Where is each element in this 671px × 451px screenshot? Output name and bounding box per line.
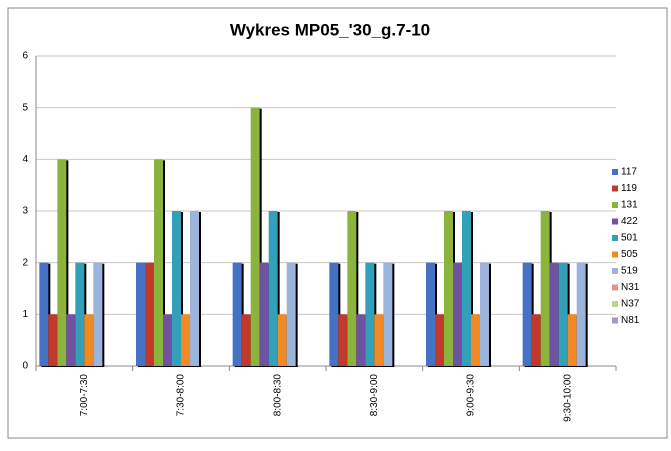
y-tick-label: 2 <box>22 257 28 268</box>
bar <box>190 211 199 366</box>
legend-label: N81 <box>621 315 640 326</box>
bar <box>471 314 480 366</box>
bar <box>383 262 393 366</box>
bar <box>241 314 251 366</box>
bar <box>558 262 568 366</box>
bar <box>480 262 489 366</box>
bar <box>531 314 541 366</box>
bar <box>145 262 154 366</box>
legend-swatch <box>612 235 618 241</box>
bar <box>39 262 49 366</box>
x-tick-label: 8:30-9:00 <box>369 374 380 417</box>
bar <box>462 211 471 366</box>
bar <box>286 262 296 366</box>
legend-swatch <box>612 218 618 225</box>
bar <box>277 314 287 366</box>
bar <box>549 262 559 366</box>
bar <box>75 262 85 366</box>
bar <box>540 211 550 366</box>
y-tick-label: 5 <box>22 102 28 113</box>
bar <box>48 314 58 366</box>
bar <box>444 211 453 366</box>
bar <box>154 159 163 366</box>
legend-label: 422 <box>621 216 638 227</box>
bar <box>453 262 462 366</box>
legend-swatch <box>612 268 618 274</box>
bar <box>356 314 366 366</box>
bar <box>57 159 67 366</box>
legend-label: N31 <box>621 282 640 293</box>
bar <box>268 211 278 366</box>
bar <box>232 262 242 366</box>
legend-label: 119 <box>621 183 637 194</box>
bar <box>567 314 577 366</box>
legend-swatch <box>612 284 618 291</box>
legend-label: 519 <box>621 266 638 277</box>
x-tick-label: 9:00-9:30 <box>466 374 477 417</box>
bar <box>136 262 145 366</box>
chart-frame <box>7 7 668 439</box>
legend-swatch <box>612 202 618 208</box>
legend-swatch <box>612 317 618 324</box>
bar <box>576 262 586 366</box>
y-tick-label: 1 <box>22 309 28 320</box>
bar <box>250 107 260 367</box>
bar <box>435 314 444 366</box>
bar <box>426 262 435 366</box>
y-tick-label: 4 <box>22 154 28 165</box>
y-tick-label: 0 <box>22 361 28 372</box>
bar <box>338 314 348 366</box>
x-tick-label: 7:30-8:00 <box>176 374 187 417</box>
bar <box>374 314 384 366</box>
bar <box>347 211 357 366</box>
bar <box>522 262 532 366</box>
bar <box>172 211 181 366</box>
legend-swatch <box>612 251 618 258</box>
legend-label: 501 <box>621 233 638 244</box>
legend-label: N37 <box>621 299 640 310</box>
bar <box>66 314 76 366</box>
legend-label: 505 <box>621 249 638 260</box>
legend-swatch <box>612 301 618 307</box>
legend-label: 131 <box>621 200 638 211</box>
bar <box>93 262 103 366</box>
legend-swatch <box>612 185 618 192</box>
x-tick-label: 8:00-8:30 <box>272 374 283 417</box>
y-tick-label: 6 <box>22 51 28 62</box>
legend-swatch <box>612 169 618 175</box>
bar <box>181 314 190 366</box>
bar <box>329 262 339 366</box>
bar <box>259 262 269 366</box>
bar <box>365 262 375 366</box>
x-tick-label: 7:00-7:30 <box>79 374 90 417</box>
bar <box>163 314 172 366</box>
y-tick-label: 3 <box>22 206 28 217</box>
chart-title: Wykres MP05_'30_g.7-10 <box>230 20 430 39</box>
x-tick-label: 9:30-10:00 <box>562 374 573 422</box>
bar <box>84 314 94 366</box>
legend-label: 117 <box>621 167 637 178</box>
